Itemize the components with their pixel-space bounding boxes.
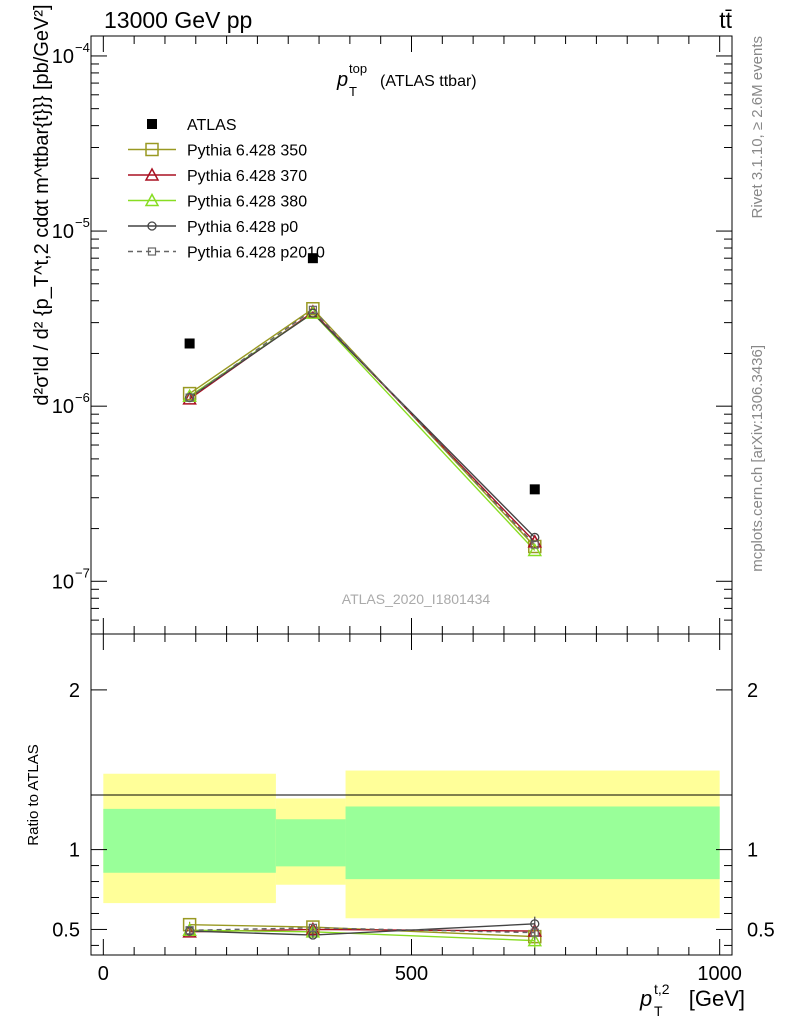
- plot-title: p top T (ATLAS ttbar): [336, 61, 477, 99]
- mcplots-label: mcplots.cern.ch [arXiv:1306.3436]: [749, 345, 766, 572]
- ratio-point-pythia-6-428-p2010: [308, 923, 317, 932]
- legend-marker-pythia-6-428-370: [144, 167, 160, 181]
- main-ylabel: d²σ'ld / d² {p_T^t,2 cdαt m^ttbar{t}}} […: [31, 4, 53, 405]
- ratio-band-inner: [275, 819, 346, 867]
- main-ytick-exp: −7: [75, 565, 90, 580]
- legend-item-pythia-6-428-350: Pythia 6.428 350: [128, 143, 307, 160]
- ratio-xtick-label: 0: [98, 963, 109, 985]
- ratio-ylabel-text: Ratio to ATLAS: [25, 744, 42, 845]
- main-ytick-base: 10: [52, 46, 74, 68]
- main-ytick-base: 10: [52, 571, 74, 593]
- main-line-pythia-6-428-380: [189, 312, 536, 551]
- xlabel-main: p: [639, 986, 652, 1011]
- main-ylabel-text: d²σ'ld / d² {p_T^t,2 cdαt m^ttbar{t}}} […: [31, 4, 53, 405]
- main-point-pythia-6-428-380: [527, 542, 543, 557]
- ratio-frame: [90, 633, 733, 956]
- analysis-watermark: ATLAS_2020_I1801434: [342, 591, 491, 607]
- ratio-ytick-label-left: 2: [69, 680, 80, 702]
- ratio-line-pythia-6-428-380: [189, 929, 535, 942]
- ratio-point-pythia-6-428-p2010: [185, 926, 194, 935]
- ratio-xlabel: p t,2 T [GeV]: [639, 981, 745, 1019]
- ratio-panel: 0.5 0.5 1 1 2 2 0 500 1000 Ratio to ATLAS p t,2 …: [25, 633, 775, 1019]
- legend-item-pythia-6-428-p2010: Pythia 6.428 p2010: [128, 245, 325, 262]
- legend-marker-pythia-6-428-350: [145, 142, 159, 157]
- legend-marker-pythia-6-428-380: [144, 192, 160, 207]
- main-ytick-exp: −6: [75, 390, 90, 405]
- ratio-xtick-label: 1000: [697, 963, 742, 985]
- rivet-version-label: Rivet 3.1.10, ≥ 2.6M events: [749, 36, 766, 219]
- main-ytick-exp: −5: [75, 215, 90, 230]
- header-left-label: 13000 GeV pp: [104, 7, 252, 33]
- legend-label-pythia-6-428-p2010: Pythia 6.428 p2010: [187, 245, 325, 262]
- ratio-point-pythia-6-428-380: [527, 933, 543, 947]
- main-line-pythia-6-428-370: [189, 311, 536, 543]
- main-point-atlas: [307, 253, 318, 264]
- main-point-atlas: [529, 484, 540, 495]
- xlabel-sup: t,2: [654, 981, 670, 997]
- xlabel-unit: [GeV]: [689, 986, 745, 1011]
- legend-label-pythia-6-428-p0: Pythia 6.428 p0: [187, 219, 298, 236]
- xlabel-sub: T: [654, 1003, 663, 1019]
- header-right-label: tt̄: [719, 7, 732, 33]
- plot-title-rest: (ATLAS ttbar): [380, 73, 477, 90]
- main-axis-ticks: 10−710−610−510−4: [52, 36, 732, 635]
- main-point-pythia-6-428-p2010: [185, 393, 194, 402]
- main-point-pythia-6-428-p2010: [530, 540, 539, 549]
- legend-label-atlas: ATLAS: [187, 117, 237, 134]
- ratio-ytick-label-right: 2: [747, 680, 758, 702]
- plot-title-sup: top: [349, 61, 367, 76]
- main-panel: 10−710−610−510−4 p top T (ATLAS ttbar) d…: [31, 4, 733, 635]
- main-series-layer: [182, 253, 543, 557]
- ratio-xtick-label: 500: [395, 963, 428, 985]
- main-ytick-label: 10 −6: [52, 390, 90, 418]
- main-point-pythia-6-428-p2010: [308, 305, 317, 314]
- legend-marker-pythia-6-428-p0: [147, 221, 157, 231]
- main-ytick-exp: −4: [75, 40, 90, 55]
- ratio-ylabel: Ratio to ATLAS: [25, 744, 42, 845]
- ratio-ytick-label-right: 0.5: [747, 919, 775, 941]
- ratio-band-inner: [103, 808, 276, 873]
- legend-marker-atlas: [147, 119, 157, 129]
- legend-label-pythia-6-428-370: Pythia 6.428 370: [187, 168, 307, 185]
- legend-label-pythia-6-428-350: Pythia 6.428 350: [187, 143, 307, 160]
- ratio-series-layer: [182, 916, 543, 948]
- legend: ATLAS Pythia 6.428 350 Pythia 6.428 370 Pyt…: [128, 117, 325, 262]
- main-line-pythia-6-428-350: [189, 307, 536, 547]
- legend-item-pythia-6-428-380: Pythia 6.428 380: [128, 192, 307, 211]
- main-point-atlas: [184, 338, 195, 349]
- ratio-ytick-label-right: 1: [747, 840, 758, 862]
- ratio-ytick-label-left: 1: [69, 840, 80, 862]
- main-ytick-base: 10: [52, 396, 74, 418]
- ratio-axis-ticks: 0.5 0.5 1 1 2 2 0 500 1000: [52, 634, 775, 985]
- ratio-ytick-label-left: 0.5: [52, 919, 80, 941]
- main-point-pythia-6-428-350: [306, 302, 320, 316]
- legend-item-pythia-6-428-p0: Pythia 6.428 p0: [128, 219, 298, 236]
- ratio-line-pythia-6-428-p2010: [189, 927, 535, 934]
- ratio-uncertainty-bands: [103, 770, 720, 919]
- main-line-pythia-6-428-p2010: [189, 308, 536, 546]
- main-ytick-label: 10 −7: [52, 565, 90, 593]
- ratio-band-inner: [345, 806, 720, 880]
- legend-marker-pythia-6-428-p2010: [147, 247, 157, 256]
- main-line-pythia-6-428-p0: [189, 312, 536, 538]
- main-point-pythia-6-428-350: [182, 386, 197, 401]
- legend-label-pythia-6-428-380: Pythia 6.428 380: [187, 194, 307, 211]
- main-ytick-label: 10 −5: [52, 215, 90, 243]
- legend-item-pythia-6-428-370: Pythia 6.428 370: [128, 167, 307, 185]
- main-ytick-label: 10 −4: [52, 40, 90, 68]
- main-ytick-base: 10: [52, 221, 74, 243]
- plot-title-sub: T: [349, 84, 357, 99]
- plot-title-main: p: [336, 69, 348, 91]
- ratio-point-pythia-6-428-p2010: [530, 928, 539, 937]
- legend-item-atlas: ATLAS: [147, 117, 237, 134]
